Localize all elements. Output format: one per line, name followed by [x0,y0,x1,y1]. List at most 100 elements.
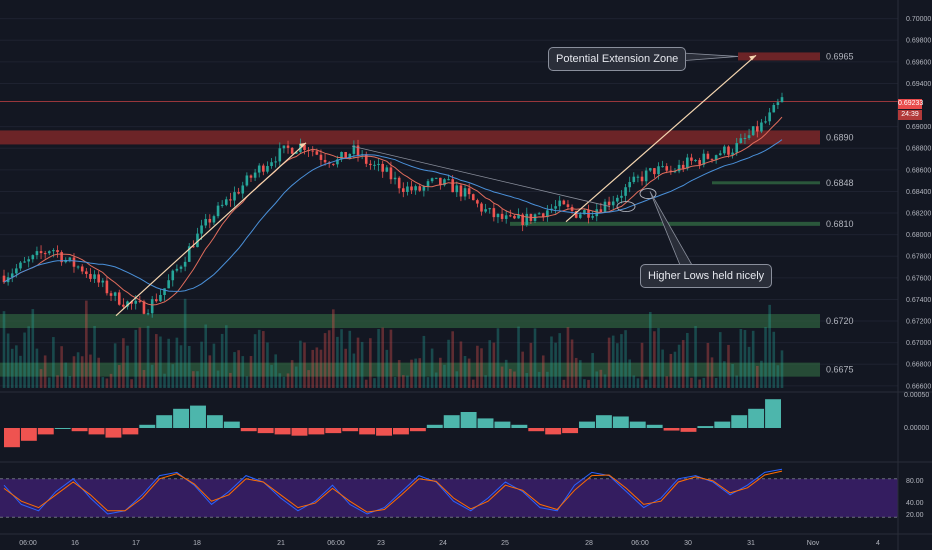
volume-bar [43,355,47,388]
candle-body [513,215,516,219]
candle-body [109,293,113,296]
level-label: 0.6810 [826,219,854,229]
volume-bar [200,341,203,388]
volume-bar [743,330,747,388]
candle-body [290,147,294,154]
volume-bar [558,333,562,388]
macd-bar [156,415,173,428]
candle-body [369,163,372,166]
volume-bar [488,340,492,388]
candle-body [43,253,47,255]
candle-body [764,121,767,123]
volume-bar [212,343,216,388]
volume-bar [340,329,343,388]
volume-bar [509,368,512,388]
volume-bar [484,375,487,388]
volume-bar [6,333,10,388]
candle-body [727,146,730,155]
stoch-tick-label: 80.00 [906,478,924,485]
candle-body [509,215,512,217]
volume-bar [171,364,175,388]
volume-bar [101,377,105,388]
annotation-higher-lows[interactable]: Higher Lows held nicely [640,264,773,288]
candle-body [364,154,368,164]
candle-body [130,301,133,304]
volume-bar [134,329,138,388]
volume-bar [130,379,133,388]
volume-bar [517,326,520,388]
volume-bar [348,330,352,388]
volume-bar [303,342,306,388]
volume-bar [439,357,442,388]
level-label: 0.6890 [826,132,854,142]
volume-bar [644,379,648,388]
volume-bar [624,330,627,388]
volume-bar [401,375,405,388]
candle-body [93,274,96,279]
level-zones: 0.6965 0.6890 0.6848 0.6810 0.6720 0.6675 [0,51,898,377]
volume-bar [274,354,277,388]
macd-bar [595,415,612,428]
volume-bar [751,330,755,388]
candle-body [187,246,191,262]
candle-body [628,182,631,188]
volume-bar [673,351,677,388]
candle-body [418,186,422,191]
annotation-extension-zone[interactable]: Potential Extension Zone [548,47,687,71]
candle-body [220,204,224,206]
macd-bar [291,428,308,436]
volume-bar [389,329,393,388]
stoch-pane: 80.00 40.00 20.00 [0,461,932,519]
time-tick-label: 31 [747,540,755,547]
volume-bar [681,340,685,388]
macd-bar [426,424,443,428]
volume-bar [241,356,245,388]
candle-body [574,211,578,218]
volume-bar [237,350,240,388]
candle-body [723,146,726,154]
macd-bar [173,408,190,428]
volume-bar [183,298,187,388]
candle-body [735,143,739,153]
price-tick-label: 0.67400 [906,297,931,304]
candle-body [97,274,100,283]
candle-body [694,160,697,162]
volume-bar [336,336,339,388]
candle-body [751,126,755,136]
higher-low-circle [639,188,657,200]
candle-body [677,164,681,172]
candle-body [159,294,162,302]
candle-body [595,209,599,217]
candle-body [636,176,640,178]
volume-bar [360,341,364,388]
candle-body [760,122,763,132]
macd-bar [88,428,105,435]
volume-bar [463,355,467,388]
volume-bar [554,342,557,388]
volume-bar [776,365,780,388]
descending-trendline [351,145,611,207]
volume-bar [179,345,183,388]
candle-body [710,158,714,160]
candle-body [278,148,282,162]
candle-body [743,137,747,139]
candle-body [224,199,228,205]
higher-low-circle [616,201,636,213]
candle-body [669,170,673,172]
volume-bar [504,359,508,388]
candle-body [459,185,463,197]
macd-bar [223,421,240,428]
candle-body [702,153,706,165]
price-tick-label: 0.66600 [906,383,931,390]
volume-bar [76,352,80,388]
candle-body [451,179,454,193]
stoch-tick-label: 20.00 [906,512,924,519]
candle-body [525,213,529,226]
candle-body [257,165,261,173]
volume-bar [521,351,524,388]
price-tick-label: 0.69000 [906,124,931,131]
volume-bars [2,298,784,388]
candle-body [484,209,487,212]
volume-bar [35,348,39,388]
